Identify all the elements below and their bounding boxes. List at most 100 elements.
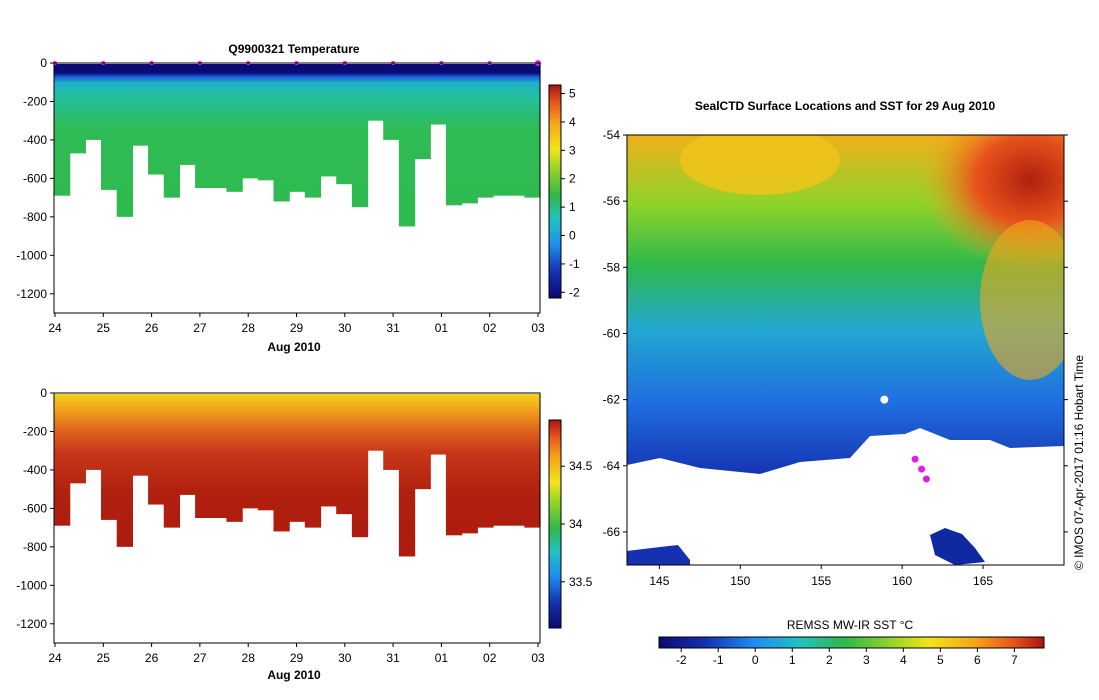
sst-colorbar-tick-label: 2 — [826, 653, 833, 667]
temperature-profile-column — [226, 64, 243, 192]
salinity-profile-column — [54, 394, 71, 526]
temperature-colorbar-tick-label: 3 — [569, 143, 576, 157]
temperature-profile-column — [461, 64, 478, 204]
salinity-x-tick-label: 30 — [338, 651, 352, 665]
antarctic-ice-region — [627, 428, 1064, 565]
salinity-profile-column — [289, 394, 306, 522]
salinity-x-tick-label: 25 — [97, 651, 111, 665]
latitude-tick-label: -66 — [603, 525, 621, 539]
longitude-tick-label: 155 — [811, 574, 831, 588]
salinity-x-tick-label: 02 — [483, 651, 497, 665]
salinity-profile-column — [210, 394, 228, 518]
temperature-x-label: Aug 2010 — [267, 340, 321, 354]
temperature-y-tick-label: -800 — [23, 210, 47, 224]
temperature-profile-column — [101, 64, 118, 190]
sst-colorbar-tick-label: 4 — [900, 653, 907, 667]
salinity-y-tick-label: -600 — [23, 501, 47, 515]
salinity-colorbar — [548, 419, 562, 629]
temperature-profile-column — [54, 64, 71, 196]
latitude-tick-label: -60 — [603, 326, 621, 340]
temperature-x-axis: 24 25 26 27 28 29 30 31 01 02 03 — [48, 313, 545, 335]
temperature-y-tick-label: -1000 — [16, 248, 47, 262]
temperature-y-tick-label: -1200 — [16, 287, 47, 301]
temperature-profile-column — [242, 64, 259, 179]
seal-location — [911, 455, 919, 463]
temperature-colorbar — [548, 84, 562, 299]
sst-colorbar-tick-label: 7 — [1011, 653, 1018, 667]
temperature-y-tick-label: 0 — [40, 56, 47, 70]
temperature-profile-column — [132, 64, 149, 146]
salinity-profile-column — [163, 394, 181, 528]
temperature-y-axis: 0 -200 -400 -600 -800 -1000 -1200 — [16, 56, 54, 301]
temperature-x-tick-label: 25 — [97, 321, 111, 335]
sst-colorbar-label: REMSS MW-IR SST °C — [787, 618, 914, 632]
salinity-profile-column — [430, 394, 447, 455]
temperature-profile-column — [430, 64, 447, 125]
salinity-y-tick-label: -200 — [23, 424, 47, 438]
salinity-profile-column — [320, 394, 337, 507]
longitude-tick-label: 150 — [730, 574, 750, 588]
temperature-profile-column — [148, 64, 165, 175]
seal-location — [918, 465, 926, 473]
latitude-axis: -54 -56 -58 -60 -62 -64 -66 — [603, 128, 1068, 539]
salinity-colorbar-tick-label: 33.5 — [569, 575, 593, 589]
salinity-section-panel: 0 -200 -400 -600 -800 -1000 -1200 24 25 26 27 28 29… — [16, 386, 592, 682]
temperature-profile-column — [273, 64, 290, 202]
sst-field — [627, 135, 1064, 565]
salinity-profile-column — [304, 394, 322, 528]
salinity-colorbar-tick-label: 34 — [569, 517, 583, 531]
longitude-axis: 145 150 155 160 165 — [649, 565, 993, 588]
salinity-profiles — [54, 394, 541, 557]
salinity-x-tick-label: 27 — [193, 651, 207, 665]
seal-location-markers — [880, 395, 930, 483]
temperature-colorbar-tick-label: 5 — [569, 87, 576, 101]
temperature-profile-column — [85, 64, 102, 140]
temperature-colorbar-tick-label: -2 — [569, 285, 580, 299]
salinity-profile-column — [69, 394, 86, 484]
temperature-panel-title: Q9900321 Temperature — [228, 42, 360, 56]
temperature-profile-column — [289, 64, 306, 192]
temperature-y-tick-label: -600 — [23, 171, 47, 185]
salinity-x-label: Aug 2010 — [267, 668, 321, 682]
temperature-profile-column — [336, 64, 353, 185]
temperature-x-tick-label: 29 — [290, 321, 304, 335]
temperature-profile-column — [414, 64, 431, 160]
credit-text: © IMOS 07-Apr-2017 01:16 Hobart Time — [1072, 355, 1086, 570]
salinity-x-axis: 24 25 26 27 28 29 30 31 01 02 03 — [48, 643, 545, 665]
salinity-profile-column — [445, 394, 463, 536]
sst-colorbar-tick-label: -2 — [676, 653, 687, 667]
temperature-profile-column — [477, 64, 494, 198]
temperature-x-tick-label: 26 — [145, 321, 159, 335]
sst-map-title: SealCTD Surface Locations and SST for 29… — [695, 99, 996, 113]
temperature-colorbar-tick-label: 0 — [569, 229, 576, 243]
temperature-profiles — [54, 64, 541, 227]
salinity-x-tick-label: 29 — [290, 651, 304, 665]
salinity-profile-column — [336, 394, 353, 515]
sst-colorbar-tick-label: -1 — [713, 653, 724, 667]
salinity-profile-column — [226, 394, 243, 522]
temperature-profile-column — [163, 64, 181, 198]
sst-colorbar-ticks: -2 -1 0 1 2 3 4 5 6 7 — [676, 648, 1018, 667]
temperature-profile-column — [195, 64, 212, 188]
salinity-profile-column — [179, 394, 196, 495]
latitude-tick-label: -64 — [603, 459, 621, 473]
salinity-x-tick-label: 24 — [48, 651, 62, 665]
salinity-x-tick-label: 01 — [435, 651, 449, 665]
coastal-sst-patch-east — [930, 528, 985, 565]
longitude-tick-label: 165 — [973, 574, 993, 588]
temperature-profile-column — [179, 64, 196, 165]
salinity-profile-column — [477, 394, 494, 528]
sst-colorbar-tick-label: 3 — [863, 653, 870, 667]
salinity-y-tick-label: -1000 — [16, 578, 47, 592]
salinity-y-tick-label: 0 — [40, 386, 47, 400]
temperature-colorbar-tick-label: -1 — [569, 257, 580, 271]
salinity-profile-column — [85, 394, 102, 470]
salinity-profile-column — [101, 394, 118, 520]
temperature-section-panel: Q9900321 Temperature 0 -200 -400 -600 -800 -1… — [16, 42, 580, 354]
latitude-tick-label: -54 — [603, 128, 621, 142]
temperature-profile-column — [445, 64, 463, 206]
sst-colorbar-tick-label: 0 — [752, 653, 759, 667]
salinity-profile-column — [242, 394, 259, 509]
sst-colorbar-tick-label: 1 — [789, 653, 796, 667]
